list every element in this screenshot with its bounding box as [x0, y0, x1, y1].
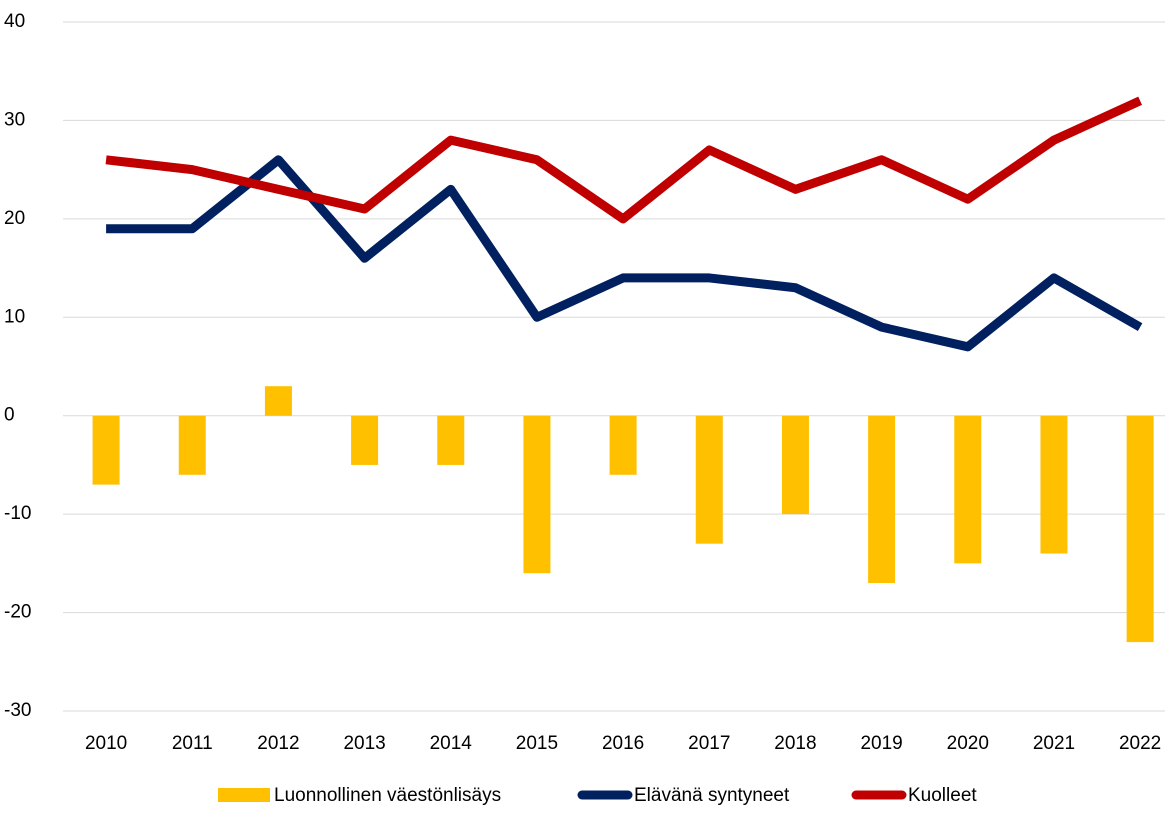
x-tick-label: 2015: [516, 733, 558, 754]
y-tick-label: -30: [4, 700, 31, 721]
x-tick-label: 2016: [602, 733, 644, 754]
bar: [437, 415, 465, 465]
x-tick-label: 2017: [688, 733, 730, 754]
x-tick-label: 2012: [257, 733, 299, 754]
line: [106, 155, 1143, 352]
x-tick-label: 2022: [1119, 733, 1161, 754]
bar: [695, 415, 723, 544]
bar: [781, 415, 809, 515]
y-tick-label: 20: [4, 208, 25, 229]
bar: [868, 415, 896, 584]
x-tick-label: 2010: [85, 733, 127, 754]
x-tick-label: 2018: [774, 733, 816, 754]
x-tick-label: 2019: [860, 733, 902, 754]
bar: [954, 415, 982, 564]
y-tick-label: 30: [4, 109, 25, 130]
y-tick-label: 40: [4, 11, 25, 32]
x-tick-label: 2020: [947, 733, 989, 754]
legend-label: Elävänä syntyneet: [634, 785, 790, 806]
bar: [1040, 415, 1068, 554]
x-tick-label: 2021: [1033, 733, 1075, 754]
y-tick-label: 0: [4, 405, 15, 426]
legend-label: Kuolleet: [908, 785, 977, 806]
bar: [609, 415, 637, 475]
y-tick-label: 10: [4, 306, 25, 327]
bar: [264, 386, 292, 416]
legend-swatch: [218, 788, 270, 802]
bar: [351, 415, 379, 465]
y-tick-label: -20: [4, 602, 31, 623]
x-tick-label: 2014: [430, 733, 473, 754]
bar: [178, 415, 206, 475]
bar: [92, 415, 120, 485]
line: [105, 96, 1142, 224]
x-tick-label: 2011: [172, 733, 213, 754]
y-tick-label: -10: [4, 503, 31, 524]
bar: [1126, 415, 1154, 643]
bar: [523, 415, 551, 574]
legend-label: Luonnollinen väestönlisäys: [274, 785, 501, 806]
x-tick-label: 2013: [343, 733, 385, 754]
